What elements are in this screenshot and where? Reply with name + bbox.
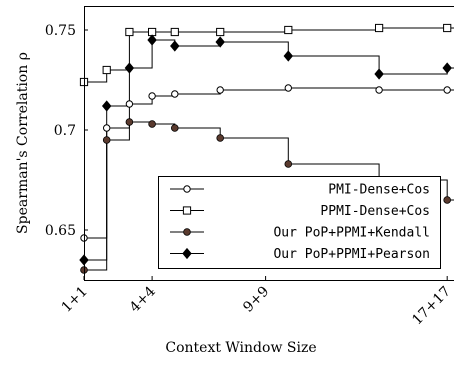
legend: PMI-Dense+Cos PPMI-Dense+Cos Our PoP+PPMI+… bbox=[158, 176, 441, 269]
data-point-0 bbox=[443, 86, 451, 94]
data-point-1 bbox=[216, 27, 225, 37]
data-point-3 bbox=[101, 100, 112, 112]
legend-marker bbox=[183, 185, 191, 193]
legend-marker bbox=[183, 228, 191, 236]
data-point-3 bbox=[147, 34, 157, 46]
data-point-1 bbox=[284, 25, 293, 35]
plot-frame bbox=[84, 6, 454, 281]
legend-marker bbox=[182, 247, 192, 260]
data-point-2 bbox=[102, 136, 111, 144]
data-point-1 bbox=[374, 23, 384, 33]
data-point-0 bbox=[148, 92, 156, 100]
y-axis: 0.65 0.7 0.75 bbox=[45, 23, 88, 239]
legend-label: PPMI-Dense+Cos bbox=[320, 204, 430, 219]
data-point-0 bbox=[284, 84, 292, 92]
legend-label: PMI-Dense+Cos bbox=[328, 183, 430, 198]
series-markers bbox=[79, 23, 452, 274]
data-point-3 bbox=[442, 62, 452, 74]
data-point-2 bbox=[125, 118, 134, 126]
x-tick-label: 17+17 bbox=[409, 284, 454, 329]
legend-label: Our PoP+PPMI+Pearson bbox=[273, 247, 430, 262]
data-point-1 bbox=[443, 23, 452, 33]
x-tick-label: 9+9 bbox=[240, 284, 272, 316]
data-point-0 bbox=[125, 100, 134, 108]
data-point-0 bbox=[216, 86, 224, 94]
data-point-3 bbox=[374, 68, 384, 80]
y-tick-label: 0.75 bbox=[45, 23, 76, 39]
x-axis: 1+1 4+4 9+9 17+17 bbox=[59, 276, 454, 328]
data-point-2 bbox=[170, 124, 179, 132]
x-tick-label: 1+1 bbox=[59, 284, 91, 316]
data-point-3 bbox=[215, 36, 225, 48]
y-axis-label: Spearman's Correlation ρ bbox=[15, 52, 31, 234]
data-point-3 bbox=[170, 40, 180, 52]
y-tick-label: 0.65 bbox=[45, 223, 76, 239]
data-point-2 bbox=[216, 134, 224, 142]
data-point-1 bbox=[102, 65, 111, 75]
data-point-1 bbox=[125, 27, 134, 37]
legend-box bbox=[158, 176, 441, 269]
data-point-1 bbox=[170, 27, 179, 37]
x-tick-label: 4+4 bbox=[127, 283, 159, 315]
series-line-3 bbox=[84, 39, 454, 261]
data-point-2 bbox=[284, 160, 293, 168]
data-point-0 bbox=[171, 90, 179, 98]
legend-label: Our PoP+PPMI+Kendall bbox=[273, 226, 430, 241]
x-axis-label: Context Window Size bbox=[165, 340, 316, 356]
y-tick-label: 0.7 bbox=[54, 123, 76, 139]
data-point-3 bbox=[283, 50, 294, 62]
data-point-0 bbox=[375, 86, 383, 94]
data-point-3 bbox=[124, 62, 135, 74]
data-point-0 bbox=[102, 124, 111, 132]
data-point-2 bbox=[148, 120, 156, 128]
legend-marker bbox=[182, 206, 192, 215]
data-point-2 bbox=[443, 196, 451, 204]
